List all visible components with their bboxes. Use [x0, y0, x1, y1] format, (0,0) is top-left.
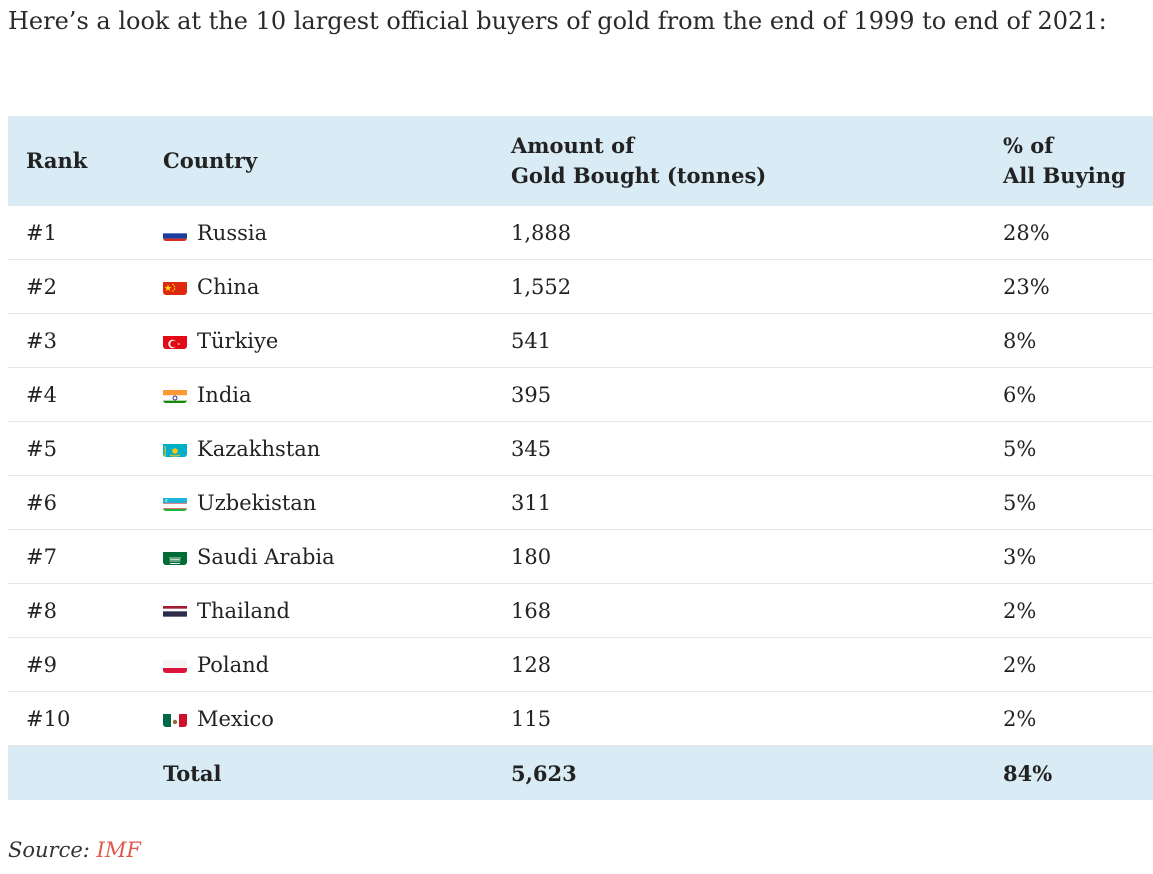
turkiye-flag-icon [163, 333, 187, 349]
total-pct: 84% [1003, 745, 1153, 800]
rank-cell: #7 [8, 529, 163, 584]
rank-cell: #2 [8, 259, 163, 314]
source-label: Source: [8, 838, 90, 862]
header-pct-line1: % of [1003, 133, 1054, 158]
total-row: Total 5,623 84% [8, 745, 1153, 800]
poland-flag-icon [163, 657, 187, 673]
table-row: #7 Saudi Arabia 180 3% [8, 529, 1153, 584]
country-name: China [197, 274, 260, 299]
header-amount-line2: Gold Bought (tonnes) [511, 163, 767, 188]
mexico-flag-icon [163, 711, 187, 727]
country-cell: India [163, 367, 511, 422]
amount-cell: 115 [511, 691, 1003, 746]
pct-cell: 6% [1003, 367, 1153, 422]
amount-cell: 180 [511, 529, 1003, 584]
russia-flag-icon [163, 225, 187, 241]
rank-cell: #8 [8, 583, 163, 638]
country-name: Uzbekistan [197, 490, 317, 515]
pct-cell: 3% [1003, 529, 1153, 584]
country-cell: Mexico [163, 691, 511, 746]
pct-cell: 28% [1003, 206, 1153, 260]
intro-paragraph: Here’s a look at the 10 largest official… [8, 7, 1107, 35]
amount-cell: 311 [511, 475, 1003, 530]
total-amount: 5,623 [511, 745, 1003, 800]
country-cell: Uzbekistan [163, 475, 511, 530]
country-name: Thailand [197, 598, 290, 623]
rank-cell: #6 [8, 475, 163, 530]
amount-cell: 1,888 [511, 206, 1003, 260]
source-line: Source: IMF [8, 838, 141, 862]
pct-cell: 2% [1003, 637, 1153, 692]
country-cell: Thailand [163, 583, 511, 638]
rank-cell: #10 [8, 691, 163, 746]
country-name: Türkiye [197, 328, 279, 353]
table-row: #9 Poland 128 2% [8, 637, 1153, 692]
table-row: #2 China 1,552 23% [8, 259, 1153, 314]
pct-cell: 5% [1003, 475, 1153, 530]
header-country: Country [163, 116, 511, 206]
header-amount: Amount of Gold Bought (tonnes) [511, 116, 1003, 206]
rank-cell: #5 [8, 421, 163, 476]
china-flag-icon [163, 279, 187, 295]
table-row: #6 Uzbekistan 311 5% [8, 475, 1153, 530]
total-label: Total [163, 745, 511, 800]
table-row: #5 Kazakhstan 345 5% [8, 421, 1153, 476]
country-cell: Poland [163, 637, 511, 692]
country-name: Saudi Arabia [197, 544, 335, 569]
pct-cell: 2% [1003, 691, 1153, 746]
table-row: #8 Thailand 168 2% [8, 583, 1153, 638]
country-name: Mexico [197, 706, 274, 731]
table-row: #10 Mexico 115 2% [8, 691, 1153, 746]
uzbekistan-flag-icon [163, 495, 187, 511]
source-link-imf[interactable]: IMF [96, 838, 141, 862]
country-name: India [197, 382, 252, 407]
amount-cell: 168 [511, 583, 1003, 638]
header-amount-line1: Amount of [511, 133, 635, 158]
total-rank-cell [8, 745, 163, 800]
country-name: Kazakhstan [197, 436, 321, 461]
table-row: #4 India 395 6% [8, 367, 1153, 422]
amount-cell: 541 [511, 313, 1003, 368]
saudi-arabia-flag-icon [163, 549, 187, 565]
country-name: Poland [197, 652, 270, 677]
country-cell: Türkiye [163, 313, 511, 368]
pct-cell: 2% [1003, 583, 1153, 638]
amount-cell: 345 [511, 421, 1003, 476]
india-flag-icon [163, 387, 187, 403]
rank-cell: #1 [8, 206, 163, 260]
country-name: Russia [197, 220, 268, 245]
pct-cell: 23% [1003, 259, 1153, 314]
rank-cell: #4 [8, 367, 163, 422]
amount-cell: 1,552 [511, 259, 1003, 314]
amount-cell: 128 [511, 637, 1003, 692]
country-cell: Saudi Arabia [163, 529, 511, 584]
rank-cell: #3 [8, 313, 163, 368]
gold-buyers-table: Rank Country Amount of Gold Bought (tonn… [8, 116, 1153, 800]
thailand-flag-icon [163, 603, 187, 619]
header-pct: % of All Buying [1003, 116, 1153, 206]
table-row: #1 Russia 1,888 28% [8, 206, 1153, 260]
rank-cell: #9 [8, 637, 163, 692]
country-cell: China [163, 259, 511, 314]
header-rank: Rank [8, 116, 163, 206]
pct-cell: 5% [1003, 421, 1153, 476]
table-body: #1 Russia 1,888 28% #2 China 1,552 23% #3 Türkiye… [8, 206, 1153, 800]
pct-cell: 8% [1003, 313, 1153, 368]
kazakhstan-flag-icon [163, 441, 187, 457]
header-pct-line2: All Buying [1003, 163, 1126, 188]
amount-cell: 395 [511, 367, 1003, 422]
country-cell: Kazakhstan [163, 421, 511, 476]
country-cell: Russia [163, 206, 511, 260]
table-header-row: Rank Country Amount of Gold Bought (tonn… [8, 116, 1153, 206]
table-row: #3 Türkiye 541 8% [8, 313, 1153, 368]
